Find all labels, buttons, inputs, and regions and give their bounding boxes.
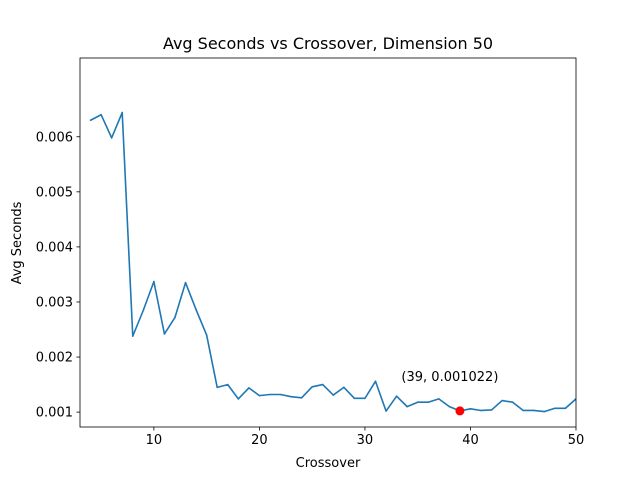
data-point [311, 385, 313, 388]
data-point [364, 397, 366, 400]
x-tick-label: 50 [568, 433, 585, 448]
data-point [353, 397, 356, 400]
data-point [142, 309, 145, 312]
x-axis-title: Crossover [296, 456, 361, 471]
x-tick-label: 20 [251, 433, 268, 448]
data-point [205, 334, 208, 336]
data-point [269, 393, 271, 396]
data-point [131, 335, 134, 337]
data-point [226, 383, 229, 386]
axes: 10 20 30 40 50 0.001 0.002 0.003 0.004 0.005 0.006 [36, 57, 585, 448]
data-point [343, 386, 345, 389]
y-tick-label: 0.002 [36, 351, 73, 366]
y-tick-label: 0.003 [36, 295, 73, 310]
data-point [438, 398, 440, 400]
data-point [332, 394, 335, 396]
data-point [416, 401, 419, 404]
data-point [237, 398, 240, 400]
data-point [511, 401, 514, 404]
data-point [100, 113, 102, 116]
data-point [543, 410, 546, 413]
y-tick-label: 0.001 [36, 406, 73, 421]
data-point [522, 409, 525, 412]
data-point [480, 409, 482, 412]
highlight-annotation: (39, 0.001022) [401, 370, 498, 385]
y-tick-label: 0.005 [36, 185, 73, 200]
data-point [195, 308, 197, 311]
plot-area [89, 111, 576, 416]
data-point [121, 111, 124, 114]
data-point [248, 387, 250, 389]
y-tick-label: 0.004 [36, 240, 73, 255]
x-tick-label: 10 [146, 433, 163, 448]
data-point [395, 395, 398, 397]
data-point [374, 380, 377, 383]
data-point [258, 394, 261, 397]
data-point [174, 316, 176, 319]
data-point [532, 409, 535, 412]
chart-title: Avg Seconds vs Crossover, Dimension 50 [163, 34, 493, 53]
y-tick-label: 0.006 [36, 130, 73, 145]
data-point [490, 409, 493, 411]
data-point [290, 395, 292, 398]
data-point [184, 281, 187, 284]
data-point [564, 407, 567, 410]
data-point [300, 397, 303, 399]
data-point [163, 333, 166, 335]
data-point [406, 405, 408, 408]
axes-frame [79, 57, 577, 428]
y-axis-title: Avg Seconds [10, 201, 25, 284]
data-point [385, 410, 387, 412]
data-point [321, 383, 324, 386]
data-point [153, 280, 155, 283]
data-point [427, 401, 430, 404]
data-point [469, 408, 472, 410]
highlight-point [455, 406, 465, 416]
x-tick-label: 30 [357, 433, 374, 448]
x-tick-label: 40 [462, 433, 479, 448]
data-point [448, 405, 451, 408]
data-point [279, 393, 282, 396]
data-point [554, 407, 556, 410]
data-point [216, 386, 218, 389]
data-point [110, 137, 113, 139]
data-point [501, 399, 503, 402]
data-point [89, 119, 92, 122]
